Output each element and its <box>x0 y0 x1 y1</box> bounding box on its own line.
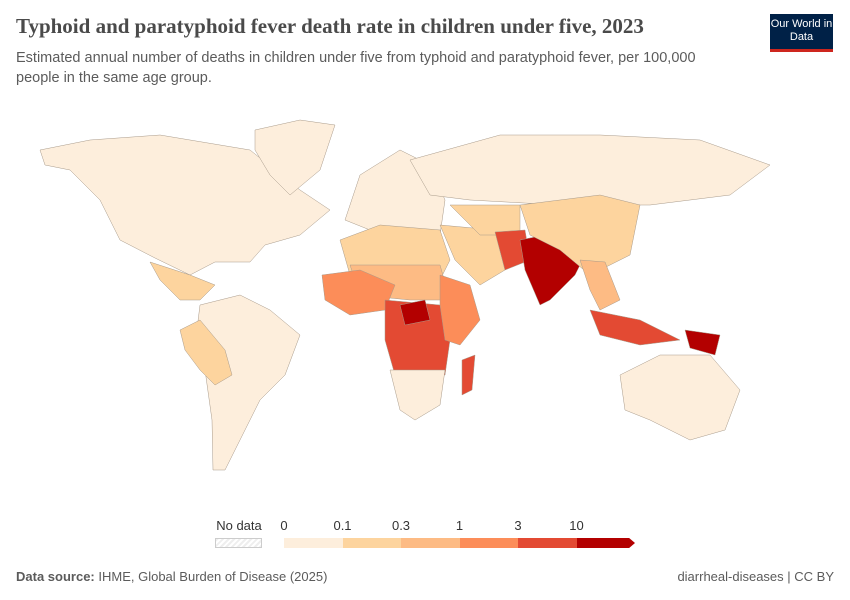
region-indonesia-philippines[interactable]: Indonesia-Philippines <box>589 309 681 346</box>
legend-no-data-label: No data <box>216 518 262 533</box>
region-madagascar[interactable]: Madagascar <box>461 354 476 396</box>
legend-tick-2: 0.3 <box>391 518 411 533</box>
owid-logo[interactable]: Our World in Data <box>770 14 833 52</box>
region-southeast-asia[interactable]: Southeast Asia <box>579 259 621 311</box>
region-north-america[interactable]: North America <box>39 134 331 276</box>
region-australia[interactable]: Australia <box>619 354 741 441</box>
legend-bin-1[interactable] <box>342 538 402 548</box>
legend-no-data-swatch <box>215 538 262 548</box>
region-papua-new-guinea[interactable]: Papua New Guinea <box>684 329 721 356</box>
region-china[interactable]: China <box>519 194 641 276</box>
legend-bin-4[interactable] <box>518 538 578 548</box>
legend-bin-3[interactable] <box>459 538 519 548</box>
page-title: Typhoid and paratyphoid fever death rate… <box>16 14 644 38</box>
subtitle: Estimated annual number of deaths in chi… <box>16 50 696 86</box>
data-source: Data source: IHME, Global Burden of Dise… <box>16 569 327 584</box>
world-map: North AmericaGreenlandCentral AmericaSou… <box>39 119 771 471</box>
legend: No data 0 0.1 0.3 1 3 10 <box>210 518 650 558</box>
region-central-african-hotspot[interactable]: Central African hotspot <box>399 299 431 326</box>
footer-license[interactable]: diarrheal-diseases | CC BY <box>677 569 834 584</box>
legend-bin-2[interactable] <box>401 538 461 548</box>
legend-tick-3: 1 <box>455 518 464 533</box>
region-peru-bolivia[interactable]: Peru-Bolivia <box>179 319 233 386</box>
region-southern-africa[interactable]: Southern Africa <box>389 369 446 421</box>
legend-bin-0[interactable] <box>284 538 344 548</box>
region-russia[interactable]: Russia <box>409 134 771 206</box>
source-text[interactable]: IHME, Global Burden of Disease (2025) <box>98 569 328 584</box>
legend-bin-5[interactable] <box>576 538 635 548</box>
legend-tick-0: 0 <box>280 518 288 533</box>
region-central-america[interactable]: Central America <box>149 261 216 301</box>
legend-tick-4: 3 <box>514 518 522 533</box>
region-greenland[interactable]: Greenland <box>254 119 336 196</box>
source-label: Data source: <box>16 569 95 584</box>
legend-tick-5: 10 <box>569 518 584 533</box>
legend-tick-1: 0.1 <box>333 518 352 533</box>
region-south-america[interactable]: South America <box>194 294 301 471</box>
region-east-africa[interactable]: East Africa <box>439 274 481 346</box>
